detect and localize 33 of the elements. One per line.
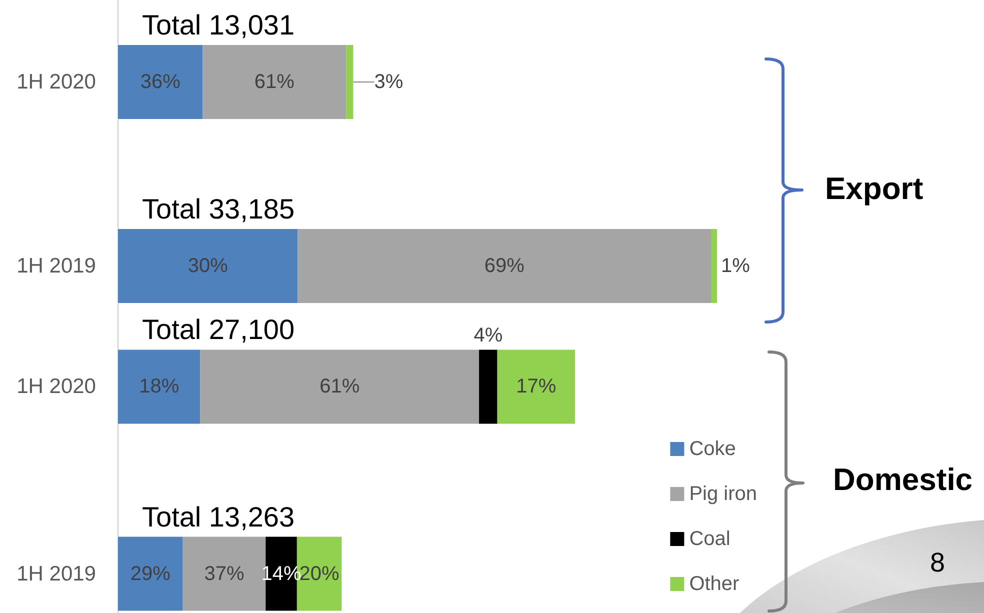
bar xyxy=(479,350,498,424)
legend-label: Other xyxy=(689,573,740,595)
total-label: Total 33,185 xyxy=(142,194,295,224)
data-label: 61% xyxy=(254,71,295,93)
bar xyxy=(118,536,183,611)
total-label: Total 27,100 xyxy=(142,314,295,346)
data-label: 36% xyxy=(140,71,181,93)
y-tick-label: 1H 2020 xyxy=(16,70,96,94)
data-label: 4% xyxy=(474,324,503,347)
data-label: 30% xyxy=(188,255,228,277)
y-tick-label: 1H 2019 xyxy=(16,254,96,278)
legend-label: Coke xyxy=(689,438,736,460)
bar xyxy=(118,350,200,424)
data-label: 18% xyxy=(139,376,180,398)
text: Export xyxy=(825,171,924,206)
data-label: 61% xyxy=(320,376,360,398)
data-label: 69% xyxy=(484,255,525,277)
data-label: 29% xyxy=(130,562,171,585)
data-label: 37% xyxy=(204,562,244,585)
data-label: 3% xyxy=(374,71,404,93)
data-label: 17% xyxy=(516,376,556,398)
legend-label: Pig iron xyxy=(689,483,757,505)
data-label: 1% xyxy=(721,255,750,277)
text: Domestic xyxy=(833,462,973,497)
y-tick-label: 1H 2019 xyxy=(16,562,96,586)
bar xyxy=(200,350,480,424)
legend-label: Coal xyxy=(689,528,730,550)
bar xyxy=(497,350,575,424)
y-tick-label: 1H 2020 xyxy=(16,375,96,398)
total-label: Total 13,263 xyxy=(142,501,295,532)
text: 8 xyxy=(930,548,946,578)
data-label: 20% xyxy=(299,562,340,585)
total-label: Total 13,031 xyxy=(142,10,295,40)
